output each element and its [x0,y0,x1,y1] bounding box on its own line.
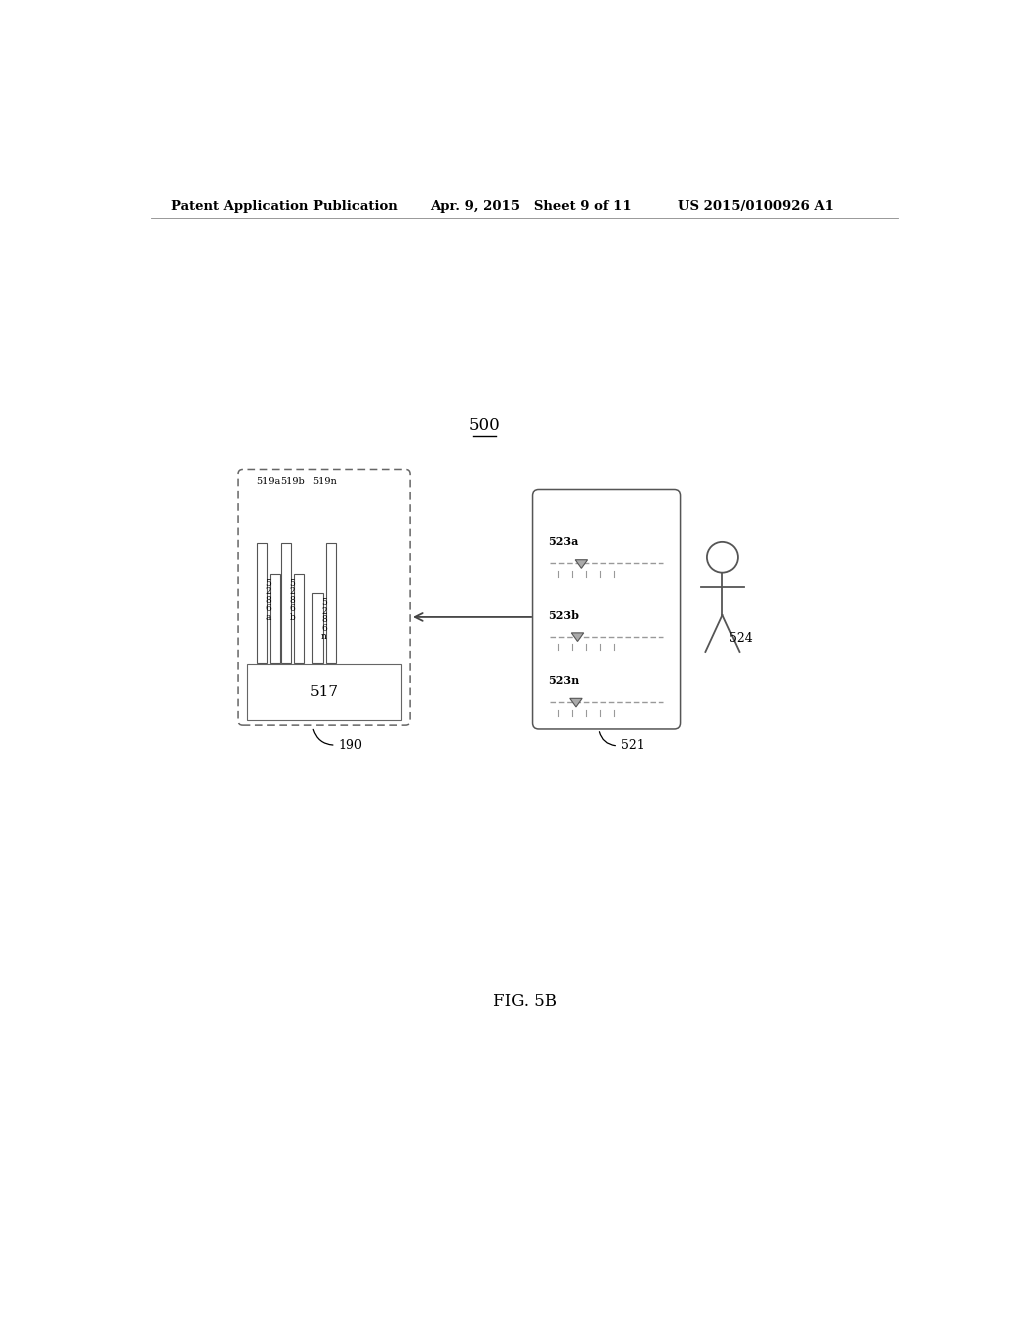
Bar [326,544,336,663]
Bar [248,664,400,719]
Text: 2: 2 [290,587,295,597]
Text: 2: 2 [265,587,271,597]
Text: 6: 6 [265,605,271,614]
Polygon shape [571,632,584,642]
Polygon shape [569,698,583,708]
Text: 517: 517 [309,685,339,698]
Text: 6: 6 [290,605,295,614]
Text: Patent Application Publication: Patent Application Publication [171,199,397,213]
Text: 521: 521 [621,739,644,752]
Polygon shape [575,560,588,569]
Text: a: a [265,612,271,622]
Text: 8: 8 [322,615,327,624]
Text: 519b: 519b [280,478,305,486]
Bar [257,544,266,663]
Bar [312,594,323,663]
Text: 8: 8 [265,595,271,605]
Bar [281,544,291,663]
Text: 5: 5 [322,598,327,607]
Text: b: b [290,612,295,622]
Text: FIG. 5B: FIG. 5B [493,993,557,1010]
Text: 523a: 523a [548,536,579,548]
Bar [270,574,280,663]
FancyBboxPatch shape [532,490,681,729]
Text: 6: 6 [322,623,327,632]
Text: 5: 5 [265,579,271,587]
Text: Apr. 9, 2015   Sheet 9 of 11: Apr. 9, 2015 Sheet 9 of 11 [430,199,632,213]
Text: 2: 2 [322,607,327,615]
Text: 190: 190 [338,739,361,751]
Text: 523b: 523b [548,610,579,620]
Bar [294,574,304,663]
Text: 8: 8 [290,595,295,605]
Text: US 2015/0100926 A1: US 2015/0100926 A1 [678,199,835,213]
Text: 519n: 519n [311,478,337,486]
Text: 500: 500 [469,417,501,434]
Text: 523n: 523n [548,675,580,686]
FancyBboxPatch shape [238,470,410,725]
Text: 5: 5 [290,579,295,587]
Text: n: n [322,632,327,642]
Text: 519a: 519a [256,478,281,486]
Text: 524: 524 [729,631,753,644]
